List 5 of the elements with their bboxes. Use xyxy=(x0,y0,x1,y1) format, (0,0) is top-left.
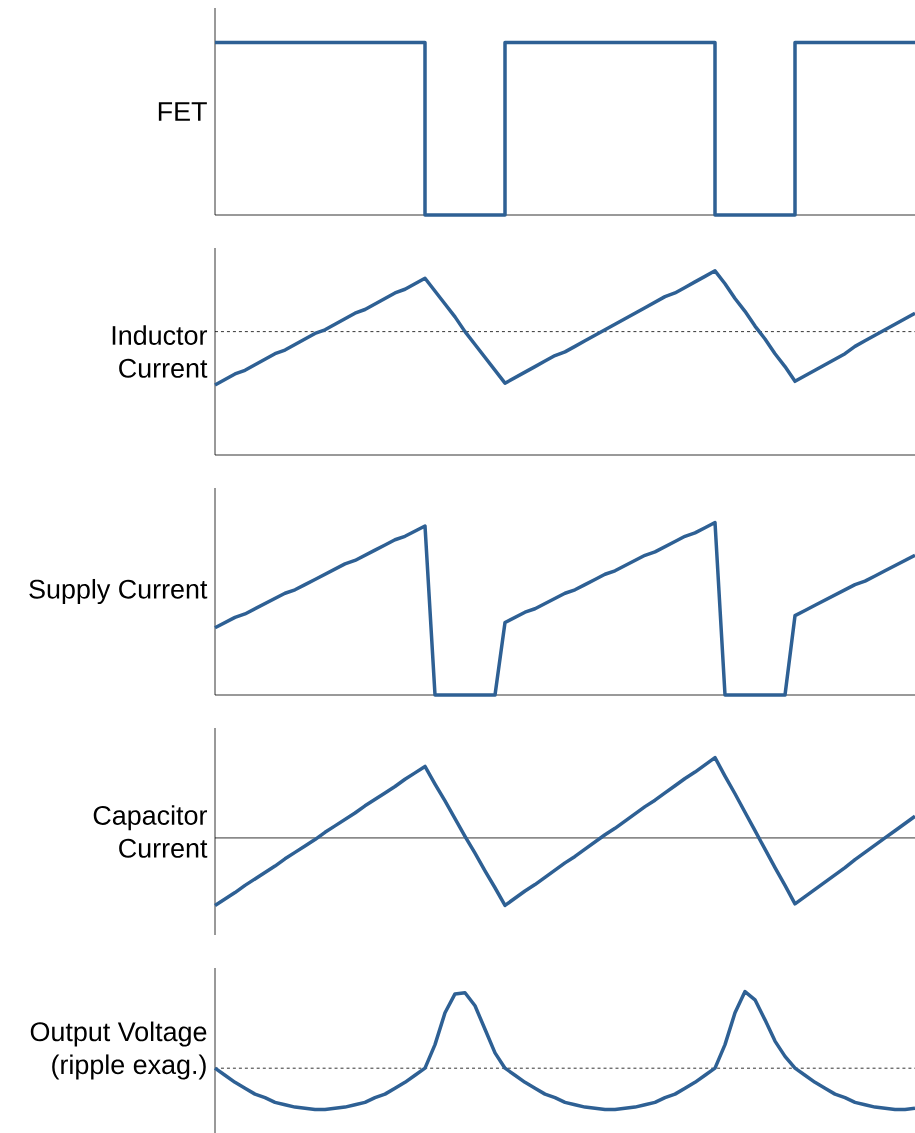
y-axis-title: Inductor Current xyxy=(112,325,208,378)
y-axis-title: Supply Current xyxy=(29,578,208,605)
y-axis-title: Output Voltage (ripple exag.) xyxy=(30,1021,207,1080)
y-axis-title: Capacitor Current xyxy=(93,805,208,858)
y-axis-title: FET xyxy=(158,102,207,121)
